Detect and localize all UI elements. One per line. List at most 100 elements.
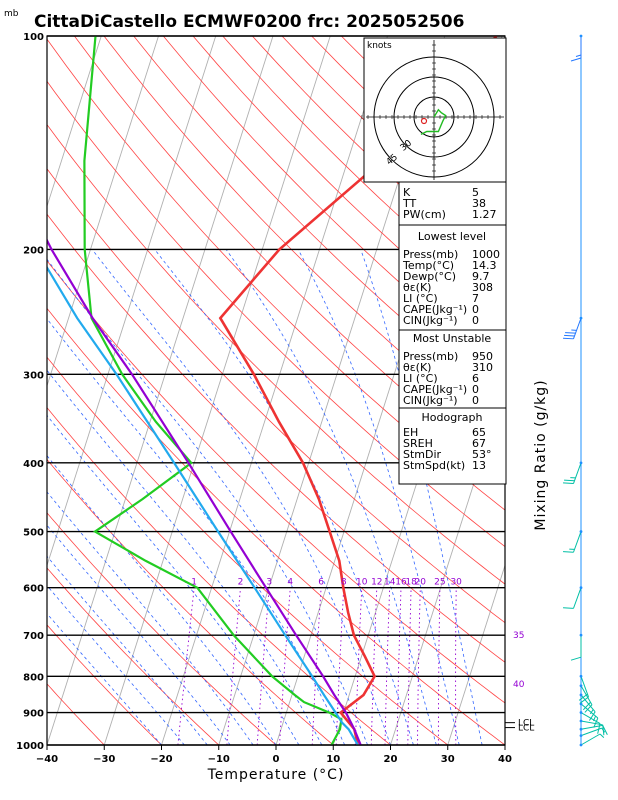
mixing-ratio-line [335, 587, 345, 745]
table-row-label: EH [403, 426, 418, 439]
x-tick-label: 20 [384, 754, 398, 765]
mixing-ratio-label: 16 [395, 578, 407, 588]
pressure-tick-label: 200 [23, 245, 44, 256]
table-frame [398, 181, 507, 485]
pressure-axis-ticks: 100 200 300 400 500 600 700 800 900 1000 [16, 32, 44, 752]
mixing-ratio-label: 10 [356, 578, 368, 588]
table-row-label: StmDir [403, 448, 442, 461]
mixing-ratio-label: 14 [384, 578, 396, 588]
dry-adiabat [47, 512, 277, 745]
pressure-tick-label: 500 [23, 528, 44, 539]
wind-barb [579, 719, 605, 736]
table-row-value: 310 [472, 361, 493, 374]
background-lines [47, 36, 618, 745]
dry-adiabat [74, 36, 505, 475]
table-row-label: CIN(Jkg⁻¹) [403, 394, 458, 407]
mixing-ratio-axis-label: Mixing Ratio (g/kg) [533, 379, 549, 530]
moist-adiabat [154, 249, 414, 745]
table-row-label: K [403, 186, 411, 199]
table-row-label: Dewp(°C) [403, 270, 456, 283]
moist-adiabat [47, 369, 323, 745]
table-row-value: 5 [472, 186, 479, 199]
mixing-ratio-label: 8 [341, 578, 347, 588]
dry-adiabat [47, 80, 505, 548]
dry-adiabat [47, 168, 505, 624]
pressure-tick-label: 1000 [16, 741, 44, 752]
pressure-tick-label: 900 [23, 709, 44, 720]
isotherm [161, 36, 388, 745]
pressure-tick-label: 600 [23, 584, 44, 595]
table-row-label: StmSpd(kt) [403, 459, 465, 472]
table-row-label: Press(mb) [403, 248, 458, 261]
isotherm [47, 36, 274, 745]
table-row-label: CIN(Jkg⁻¹) [403, 314, 458, 327]
table-row-label: θε(K) [403, 281, 431, 294]
mixing-ratio-label: 1 [191, 578, 197, 588]
mixing-ratio-line [396, 587, 402, 745]
dry-adiabat [47, 624, 162, 745]
hodograph-trace [420, 108, 447, 136]
wind-barb [579, 727, 606, 738]
moist-adiabat [47, 491, 254, 745]
mixing-ratio-line [455, 587, 457, 745]
x-tick-label: −40 [36, 754, 58, 765]
isotherm [103, 36, 331, 745]
isotherm [47, 36, 217, 567]
profiles [47, 36, 498, 745]
x-tick-label: 10 [326, 754, 340, 765]
wind-barb [563, 530, 583, 553]
moist-adiabat [47, 555, 208, 745]
table-rows: K 5 TT 38 PW(cm) 1.27 Lowest level Press(mb) 100… [402, 186, 500, 472]
table-row-value: 308 [472, 281, 493, 294]
x-tick-label: −20 [150, 754, 172, 765]
dry-adiabat [47, 567, 220, 745]
moist-adiabat [47, 455, 277, 745]
table-row-value: 1.27 [472, 208, 497, 221]
table-row-value: 67 [472, 437, 486, 450]
table-section-heading: Hodograph [422, 411, 483, 424]
dry-adiabat [47, 307, 505, 745]
table-row-label: PW(cm) [403, 208, 446, 221]
isotherm [47, 36, 102, 208]
wind-barb [563, 316, 583, 340]
table-row-label: θε(K) [403, 361, 431, 374]
mixing-ratio-label: 18 [405, 578, 417, 588]
wind-barb [563, 586, 583, 609]
chart-title: CittaDiCastello ECMWF0200 frc: 202505250… [34, 12, 464, 32]
profile-virtual-temperature [47, 237, 362, 745]
x-tick-label: 30 [441, 754, 455, 765]
hodograph-unit-label: knots [367, 41, 392, 51]
dry-adiabat [47, 123, 505, 585]
table-row-value: 0 [472, 303, 479, 316]
moist-adiabat [47, 318, 346, 745]
mixing-ratio-label: 2 [238, 578, 244, 588]
x-tick-label: −30 [93, 754, 115, 765]
table-row-value: 13 [472, 459, 486, 472]
mixing-ratio-label: 20 [415, 578, 427, 588]
mixing-ratio-label: 4 [287, 578, 293, 588]
wind-barbs [563, 34, 608, 747]
moist-adiabat [47, 414, 300, 745]
mixing-ratio-line [177, 587, 195, 745]
pressure-tick-label: 400 [23, 459, 44, 470]
x-axis-label: Temperature (°C) [207, 767, 345, 783]
dry-adiabat [103, 36, 505, 441]
wind-barb [579, 733, 605, 747]
table-row-label: Temp(°C) [402, 259, 454, 272]
table-row-label: Press(mb) [403, 350, 458, 363]
x-axis-ticks: −40 −30 −20 −10 0 10 20 30 40 [36, 745, 512, 765]
table-row-value: 65 [472, 426, 486, 439]
theta-side-label: 35 [513, 631, 524, 641]
moist-adiabat [297, 249, 460, 745]
pressure-tick-label: 100 [23, 32, 44, 43]
lcl-label: LCL [518, 719, 534, 729]
isotherm [47, 36, 159, 388]
isotherm [562, 36, 618, 745]
table-row-label: CAPE(Jkg⁻¹) [403, 303, 467, 316]
table-row-value: 14.3 [472, 259, 497, 272]
mixing-ratio-label: 30 [450, 578, 462, 588]
table-section-heading: Lowest level [418, 230, 486, 243]
